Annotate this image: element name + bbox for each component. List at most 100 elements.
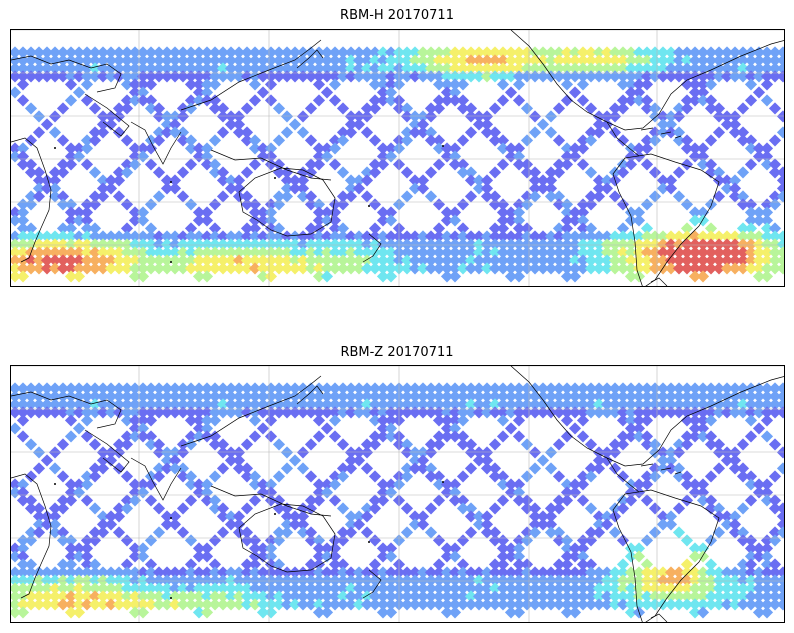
swath-cell (440, 46, 454, 59)
swath-cell (248, 46, 262, 59)
swath-cell (576, 430, 590, 443)
swath-cell (464, 574, 478, 587)
swath-cell (72, 62, 86, 75)
swath-cell (288, 174, 302, 187)
swath-cell (296, 46, 310, 59)
swath-cell (464, 262, 478, 275)
swath-cell (768, 470, 782, 483)
swath-cell (472, 46, 486, 59)
swath-cell (216, 166, 230, 179)
swath-cell (48, 46, 62, 59)
swath-cell (344, 54, 358, 67)
swath-cell (376, 582, 390, 595)
swath-cell (472, 510, 486, 523)
swath-cell (344, 582, 358, 595)
swath-cell (488, 254, 502, 267)
swath-cell (456, 134, 470, 147)
swath-cell (16, 78, 30, 91)
swath-cell (192, 78, 206, 91)
swath-cell (144, 142, 158, 155)
swath-cell (440, 254, 454, 267)
swath-cell (256, 230, 270, 243)
arabia-coastline (84, 93, 130, 137)
swath-cell (216, 46, 230, 59)
swath-cell (80, 494, 94, 507)
swath-cell (248, 254, 262, 267)
swath-cell (64, 158, 78, 171)
swath-cell (48, 462, 62, 475)
swath-cell (448, 582, 462, 595)
swath-cell (400, 62, 414, 75)
swath-cell (376, 494, 390, 507)
swath-cell (432, 438, 446, 451)
swath-cell (560, 414, 574, 427)
swath-cell (128, 582, 142, 595)
swath-cell (176, 62, 190, 75)
swath-cell (216, 190, 230, 203)
swath-cell (560, 78, 574, 91)
swath-cell (496, 54, 510, 67)
swath-cell (128, 542, 142, 555)
swath-cell (760, 270, 774, 283)
swath-cell (256, 422, 270, 435)
swath-cell (328, 94, 342, 107)
swath-cell (176, 262, 190, 275)
swath-cell (176, 70, 190, 83)
swath-cell (272, 222, 286, 235)
swath-cell (296, 510, 310, 523)
swath-cell (400, 246, 414, 259)
swath-cell (256, 574, 270, 587)
swath-cell (376, 566, 390, 579)
swath-cell (288, 590, 302, 603)
swath-cell (328, 54, 342, 67)
swath-cell (328, 62, 342, 75)
swath-cell (248, 222, 262, 235)
swath-cell (264, 542, 278, 555)
swath-cell (360, 510, 374, 523)
swath-cell (320, 598, 334, 611)
swath-cell (136, 94, 150, 107)
swath-cell (648, 526, 662, 539)
swath-cell (640, 478, 654, 491)
swath-cell (440, 262, 454, 275)
swath-cell (144, 54, 158, 67)
swath-cell (472, 598, 486, 611)
swath-cell (472, 110, 486, 123)
swath-cell (400, 598, 414, 611)
swath-cell (272, 166, 286, 179)
swath-cell (192, 46, 206, 59)
swath-cell (216, 582, 230, 595)
swath-cell (360, 582, 374, 595)
swath-cell (696, 214, 710, 227)
swath-cell (488, 246, 502, 259)
swath-cell (432, 46, 446, 59)
swath-cell (384, 590, 398, 603)
swath-cell (552, 134, 566, 147)
swath-cell (16, 606, 30, 619)
swath-cell (104, 62, 118, 75)
swath-cell (608, 110, 622, 123)
swath-cell (384, 214, 398, 227)
east-asia-coastline (180, 375, 322, 447)
swath-cell (272, 54, 286, 67)
swath-cell (56, 46, 70, 59)
swath-cell (152, 254, 166, 267)
swath-cell (496, 198, 510, 211)
swath-cell (376, 246, 390, 259)
swath-cell (16, 430, 30, 443)
swath-cell (344, 118, 358, 131)
swath-cell (104, 182, 118, 195)
swath-cell (456, 254, 470, 267)
swath-cell (200, 574, 214, 587)
swath-cell (480, 70, 494, 83)
swath-cell (64, 414, 78, 427)
swath-cell (216, 54, 230, 67)
swath-cell (520, 134, 534, 147)
swath-cell (56, 598, 70, 611)
swath-cell (312, 198, 326, 211)
swath-cell (432, 590, 446, 603)
swath-cell (256, 606, 270, 619)
swath-cell (144, 262, 158, 275)
swath-cell (488, 238, 502, 251)
swath-cell (400, 254, 414, 267)
